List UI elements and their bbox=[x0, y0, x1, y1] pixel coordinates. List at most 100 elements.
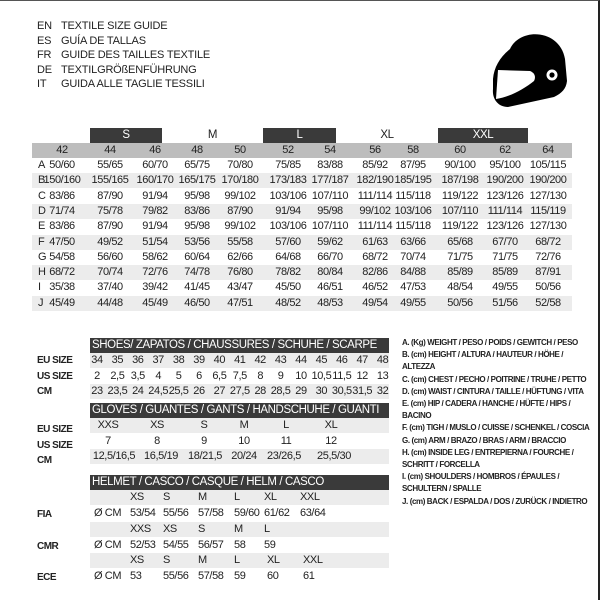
table-cell: 127/130 bbox=[529, 220, 567, 233]
table-cell: 4 bbox=[155, 369, 162, 382]
table-cell: 78/82 bbox=[275, 266, 301, 279]
helmet-value: 61/62 bbox=[264, 507, 290, 519]
table-cell: 83/86 bbox=[49, 220, 75, 233]
legend-item: A. (Kg) WEIGHT / PESO / POIDS / GEWITCH … bbox=[402, 338, 578, 347]
table-cell: 28 bbox=[254, 385, 266, 397]
table-cell: 71/74 bbox=[49, 204, 75, 217]
row-background bbox=[32, 203, 572, 219]
table-cell: 91/94 bbox=[142, 189, 168, 202]
table-cell: 87/90 bbox=[97, 189, 123, 202]
table-cell: 111/114 bbox=[487, 204, 523, 217]
table-cell: 190/200 bbox=[529, 174, 567, 187]
table-cell: XXS bbox=[97, 419, 119, 431]
table-cell: 190/200 bbox=[486, 174, 524, 187]
title-text: GUIDA ALLE TAGLIE TESSILI bbox=[61, 78, 205, 91]
table-cell: 25,5 bbox=[168, 385, 189, 397]
table-cell: 37 bbox=[152, 354, 164, 366]
table-cell: 57/60 bbox=[275, 235, 301, 248]
table-cell: 66/70 bbox=[317, 250, 343, 263]
table-cell: 51/54 bbox=[142, 235, 168, 248]
table-cell: 29 bbox=[295, 385, 307, 397]
table-cell: 55/58 bbox=[227, 235, 253, 248]
size-number: 44 bbox=[104, 144, 116, 156]
table-cell: 60/70 bbox=[142, 159, 168, 171]
table-cell: 82/86 bbox=[362, 266, 388, 279]
language-code: ES bbox=[37, 34, 52, 47]
table-cell: 38 bbox=[172, 354, 185, 366]
table-cell: 71/75 bbox=[492, 250, 518, 263]
helmet-size: M bbox=[198, 554, 207, 566]
table-cell: 49/55 bbox=[400, 296, 426, 309]
table-cell: 75/78 bbox=[97, 204, 123, 217]
standard-label: FIA bbox=[37, 509, 52, 520]
table-cell: 6 bbox=[196, 369, 202, 382]
row-label: EU SIZE bbox=[37, 355, 73, 366]
table-cell: 170/180 bbox=[221, 174, 259, 187]
helmet-value: 58 bbox=[234, 538, 246, 551]
table-cell: 50/60 bbox=[49, 159, 75, 171]
table-cell: 37/40 bbox=[97, 281, 123, 294]
table-cell: 119/122 bbox=[441, 189, 479, 202]
table-cell: 44/48 bbox=[97, 296, 123, 309]
table-cell: 72/76 bbox=[535, 250, 561, 263]
table-cell: 11,5 bbox=[332, 369, 352, 382]
legend-item: E. (cm) HIP / CADERA / HANCHE / HÜFTE / … bbox=[402, 399, 571, 421]
helmet-size: XL bbox=[264, 491, 277, 503]
table-cell: 42 bbox=[254, 354, 266, 366]
table-cell: 26 bbox=[193, 385, 205, 397]
table-cell: 45/50 bbox=[275, 281, 301, 294]
table-cell: 47/51 bbox=[227, 296, 253, 309]
helmet-value: 55/56 bbox=[163, 507, 189, 519]
table-cell: 155/165 bbox=[91, 174, 129, 187]
table-cell: 70/80 bbox=[227, 159, 253, 171]
row-background bbox=[90, 449, 389, 464]
table-cell: 51/56 bbox=[492, 296, 518, 309]
table-cell: 45 bbox=[315, 354, 328, 366]
table-cell: 2,5 bbox=[110, 369, 125, 382]
table-cell: 61/63 bbox=[362, 235, 388, 248]
table-cell: 91/94 bbox=[142, 220, 168, 233]
table-cell: 48/54 bbox=[447, 281, 473, 294]
size-number: 46 bbox=[149, 144, 161, 156]
table-cell: 65/75 bbox=[184, 159, 210, 171]
table-cell: 70/74 bbox=[97, 266, 123, 279]
helmet-size: XXL bbox=[303, 554, 323, 566]
table-cell: 12 bbox=[356, 369, 368, 382]
legend-item: F. (cm) TIGH / MUSLO / CUISSE / SCHENKEL… bbox=[402, 423, 590, 433]
helmet-value: 59 bbox=[234, 570, 246, 582]
helmet-size: XXL bbox=[300, 491, 320, 503]
size-group-l: L bbox=[263, 128, 336, 143]
helmet-value: 52/53 bbox=[130, 538, 156, 551]
table-cell: 24,5 bbox=[148, 385, 169, 397]
size-group-label: S bbox=[122, 129, 130, 141]
table-cell: 105/115 bbox=[529, 159, 567, 171]
table-cell: 16,5/19 bbox=[144, 450, 178, 462]
table-cell: 56/60 bbox=[97, 250, 123, 263]
helmet-size: XS bbox=[130, 491, 144, 503]
table-cell: 8 bbox=[154, 434, 160, 447]
table-cell: 48/52 bbox=[275, 296, 301, 309]
table-cell: 115/118 bbox=[395, 220, 431, 233]
legend-item: C. (cm) CHEST / PECHO / POITRINE / TRUHE… bbox=[402, 374, 587, 384]
table-cell: 87/90 bbox=[97, 220, 123, 233]
helmet-value: 57/58 bbox=[198, 570, 224, 582]
table-cell: 95/98 bbox=[184, 189, 210, 202]
table-cell: 28,5 bbox=[270, 385, 291, 397]
helmet-size: XXS bbox=[130, 522, 151, 535]
table-cell: 25,5/30 bbox=[317, 450, 351, 462]
title-line: ES GUÍA DE TALLAS bbox=[37, 34, 146, 48]
table-cell: 165/175 bbox=[178, 174, 216, 187]
helmet-size: XS bbox=[130, 554, 144, 566]
row-background bbox=[32, 173, 572, 189]
table-cell: 63/66 bbox=[400, 235, 426, 248]
language-code: IT bbox=[37, 78, 47, 91]
helmet-value: 53 bbox=[130, 570, 142, 582]
row-background bbox=[90, 353, 389, 368]
table-cell: 83/86 bbox=[49, 189, 75, 202]
table-cell: 23 bbox=[91, 385, 103, 397]
table-cell: 7 bbox=[105, 434, 111, 447]
table-cell: 187/198 bbox=[441, 174, 479, 187]
table-cell: 23,5 bbox=[107, 385, 128, 397]
helmet-size: L bbox=[234, 491, 240, 503]
table-cell: 107/110 bbox=[311, 189, 349, 202]
